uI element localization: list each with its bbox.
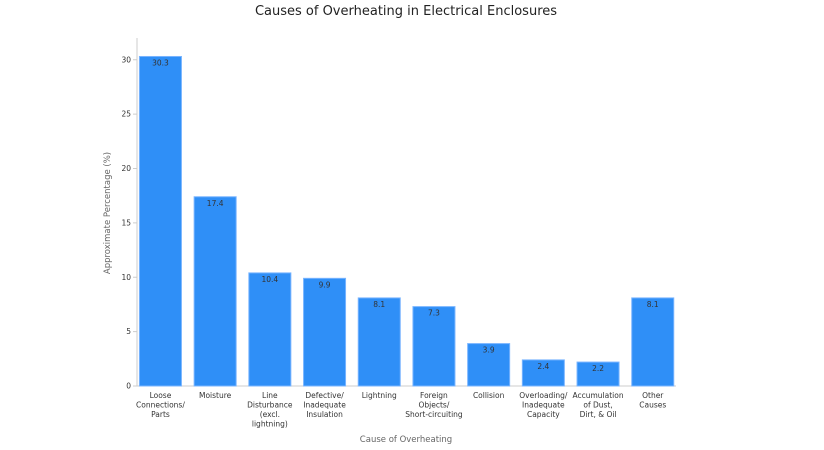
x-category-label-line: Lightning [362,391,397,400]
x-category-label-line: Disturbance [247,401,293,410]
x-category-label-line: Moisture [199,391,232,400]
x-category-label: Other Causes [639,391,666,410]
x-category-label-line: Loose [150,391,172,400]
data-label: 2.2 [592,364,604,373]
bars-group [138,55,675,387]
x-category-label: Overloading/Inadequate Capacity [519,391,568,419]
x-category-label-line: Other [642,391,664,400]
x-category-label-line: Capacity [527,410,560,419]
x-category-label: Moisture [199,391,232,400]
y-tick-label: 0 [126,382,131,391]
bar [467,343,511,387]
x-category-label: Accumulation of Dust, Dirt, & Oil [572,391,623,419]
chart-title: Causes of Overheating in Electrical Encl… [255,4,557,19]
x-category-label-line: Parts [151,410,170,419]
data-label: 17.4 [207,199,224,208]
data-label: 9.9 [319,280,331,289]
x-category-label: Collision [473,391,505,400]
x-category-label-line: Foreign [420,391,448,400]
y-tick-label: 30 [121,55,131,64]
data-label: 8.1 [647,300,659,309]
y-tick-label: 15 [121,218,131,227]
x-category-label-line: Line [262,391,278,400]
x-category-label-line: (excl. [260,410,280,419]
bar [412,306,456,387]
x-category-label-line: of Dust, [583,401,612,410]
y-axis-title: Approximate Percentage (%) [103,152,113,274]
x-category-label-line: Dirt, & Oil [580,410,617,419]
x-category-label: Defective/Inadequate Insulation [303,391,346,419]
data-labels-group: 30.3 17.4 10.4 9.9 8.1 7.3 3.9 2.4 2.2 8.1 [152,58,659,373]
x-category-label-line: Inadequate [303,401,346,410]
bar [193,196,237,387]
y-tick-label: 20 [121,164,131,173]
data-label: 8.1 [373,300,385,309]
data-label: 2.4 [537,362,549,371]
data-label: 30.3 [152,58,169,67]
data-label: 7.3 [428,309,440,318]
x-category-label-line: Connections/ [136,401,185,410]
x-category-label: Line Disturbance (excl. lightning) [247,391,293,429]
x-category-label-line: lightning) [252,420,288,429]
bar [576,361,620,387]
y-tick-label: 10 [121,273,131,282]
bar [521,359,565,387]
bar [138,55,182,387]
x-category-label-line: Defective/ [305,391,344,400]
x-category-label-line: Causes [639,401,666,410]
y-axis-ticks: 0 5 10 15 20 25 30 [121,55,137,391]
x-category-label-line: Accumulation [572,391,623,400]
x-category-label-line: Objects/ [419,401,450,410]
category-labels-group: Loose Connections/Parts Moisture Line Distur… [136,391,666,429]
bar [357,297,401,387]
bar [248,272,292,387]
x-category-label-line: Short-circuiting [405,410,463,419]
bar [631,297,675,387]
y-tick-label: 5 [126,327,131,336]
data-label: 3.9 [483,346,495,355]
x-category-label-line: Collision [473,391,505,400]
x-axis-title: Cause of Overheating [360,435,452,445]
x-category-label: Foreign Objects/Short-circuiting [405,391,463,419]
x-category-label: Lightning [362,391,397,400]
bar [303,277,347,387]
x-category-label-line: Insulation [306,410,343,419]
x-category-label: Loose Connections/Parts [136,391,185,419]
data-label: 10.4 [261,275,278,284]
x-category-label-line: Overloading/ [519,391,568,400]
y-tick-label: 25 [121,110,131,119]
x-category-label-line: Inadequate [522,401,565,410]
